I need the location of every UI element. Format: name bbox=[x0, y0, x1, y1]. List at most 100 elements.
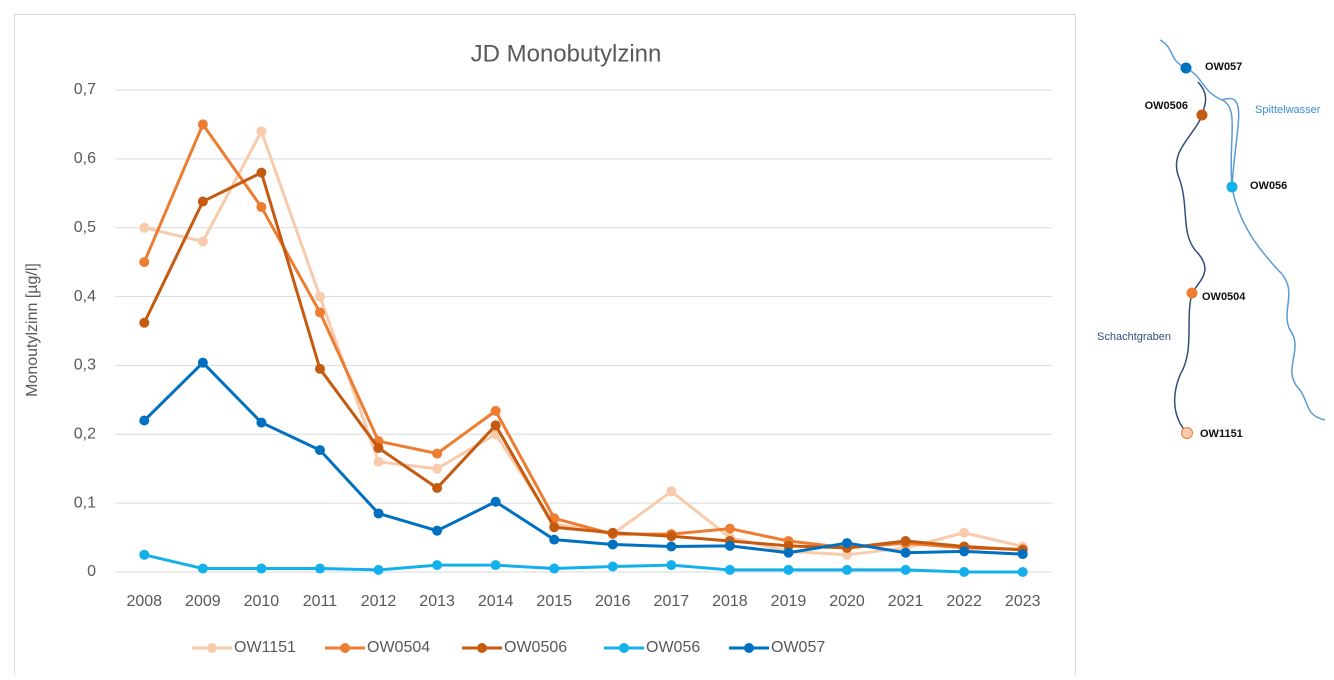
data-point bbox=[724, 564, 735, 575]
data-point bbox=[139, 549, 150, 560]
data-point bbox=[432, 525, 443, 536]
data-point bbox=[783, 564, 794, 575]
river-label: Schachtgraben bbox=[1097, 331, 1171, 343]
y-tick-label: 0,6 bbox=[74, 150, 96, 167]
y-tick-label: 0 bbox=[87, 563, 96, 580]
y-tick-label: 0,4 bbox=[74, 288, 96, 305]
x-tick-label: 2015 bbox=[536, 593, 572, 610]
river-label: Spittelwasser bbox=[1255, 104, 1321, 116]
data-point bbox=[139, 317, 150, 328]
data-point bbox=[197, 357, 208, 368]
data-point bbox=[607, 539, 618, 550]
station-label: OW0506 bbox=[1145, 100, 1188, 112]
data-point bbox=[549, 534, 560, 545]
data-point bbox=[724, 540, 735, 551]
data-point bbox=[666, 531, 677, 542]
station-dot bbox=[1186, 287, 1198, 299]
data-point bbox=[666, 486, 677, 497]
data-point bbox=[256, 417, 267, 428]
data-point bbox=[1017, 549, 1028, 560]
legend-marker bbox=[207, 643, 217, 653]
data-point bbox=[256, 563, 267, 574]
data-point bbox=[432, 560, 443, 571]
data-point bbox=[607, 561, 618, 572]
data-point bbox=[783, 540, 794, 551]
station-dot bbox=[1196, 109, 1208, 121]
data-point bbox=[1017, 567, 1028, 577]
data-point bbox=[139, 415, 150, 426]
data-point bbox=[197, 119, 208, 130]
station-dot bbox=[1180, 62, 1192, 74]
chart-title: JD Monobutylzinn bbox=[471, 40, 662, 67]
y-axis-label: Monoutylzinn [µg/l] bbox=[24, 263, 41, 397]
series-line bbox=[143, 361, 1023, 556]
data-point bbox=[432, 448, 443, 459]
x-tick-label: 2020 bbox=[829, 593, 865, 610]
legend-label: OW056 bbox=[646, 639, 700, 656]
x-tick-label: 2013 bbox=[419, 593, 455, 610]
data-point bbox=[373, 564, 384, 575]
data-point bbox=[900, 536, 911, 547]
data-point bbox=[549, 522, 560, 533]
data-point bbox=[959, 527, 970, 538]
data-point bbox=[842, 538, 853, 549]
x-tick-label: 2016 bbox=[595, 593, 631, 610]
station-label: OW057 bbox=[1205, 61, 1242, 73]
data-point bbox=[197, 236, 208, 247]
chart-frame bbox=[14, 14, 1076, 680]
data-point bbox=[373, 456, 384, 467]
x-tick-label: 2008 bbox=[126, 593, 162, 610]
data-point bbox=[256, 126, 267, 137]
legend-label: OW057 bbox=[771, 639, 825, 656]
data-point bbox=[959, 546, 970, 557]
legend-label: OW0504 bbox=[367, 639, 430, 656]
data-point bbox=[314, 363, 325, 374]
data-point bbox=[490, 420, 501, 431]
data-point bbox=[490, 496, 501, 507]
x-tick-label: 2022 bbox=[946, 593, 982, 610]
data-point bbox=[197, 563, 208, 574]
x-tick-label: 2018 bbox=[712, 593, 748, 610]
data-point bbox=[256, 202, 267, 213]
x-tick-label: 2010 bbox=[244, 593, 280, 610]
x-tick-label: 2009 bbox=[185, 593, 221, 610]
data-point bbox=[314, 445, 325, 456]
data-point bbox=[314, 307, 325, 318]
data-point bbox=[900, 547, 911, 558]
data-point bbox=[256, 167, 267, 178]
data-point bbox=[666, 560, 677, 571]
y-tick-label: 0,5 bbox=[74, 219, 96, 236]
y-tick-label: 0,2 bbox=[74, 426, 96, 443]
y-tick-label: 0,7 bbox=[74, 81, 96, 98]
data-point bbox=[314, 563, 325, 574]
series-line bbox=[142, 171, 1023, 552]
x-tick-label: 2012 bbox=[361, 593, 397, 610]
data-point bbox=[842, 549, 853, 560]
data-point bbox=[373, 508, 384, 519]
legend-label: OW1151 bbox=[234, 639, 296, 656]
data-point bbox=[607, 527, 618, 538]
station-label: OW056 bbox=[1250, 180, 1287, 192]
data-point bbox=[959, 567, 970, 577]
river-spittelwasser bbox=[1159, 39, 1326, 421]
station-dot bbox=[1226, 181, 1238, 193]
data-point bbox=[432, 463, 443, 474]
data-point bbox=[373, 443, 384, 454]
legend-marker bbox=[477, 643, 487, 653]
y-tick-label: 0,3 bbox=[74, 357, 96, 374]
x-tick-label: 2021 bbox=[888, 593, 924, 610]
data-point bbox=[783, 547, 794, 558]
station-label: OW1151 bbox=[1200, 428, 1243, 440]
x-tick-label: 2023 bbox=[1005, 593, 1041, 610]
data-point bbox=[724, 523, 735, 534]
data-point bbox=[490, 560, 501, 571]
legend-marker bbox=[744, 643, 754, 653]
data-point bbox=[549, 563, 560, 574]
x-tick-label: 2017 bbox=[654, 593, 690, 610]
series-line bbox=[143, 553, 1023, 574]
data-point bbox=[900, 564, 911, 575]
legend-label: OW0506 bbox=[504, 639, 567, 656]
legend-marker bbox=[340, 643, 350, 653]
data-point bbox=[432, 482, 443, 493]
